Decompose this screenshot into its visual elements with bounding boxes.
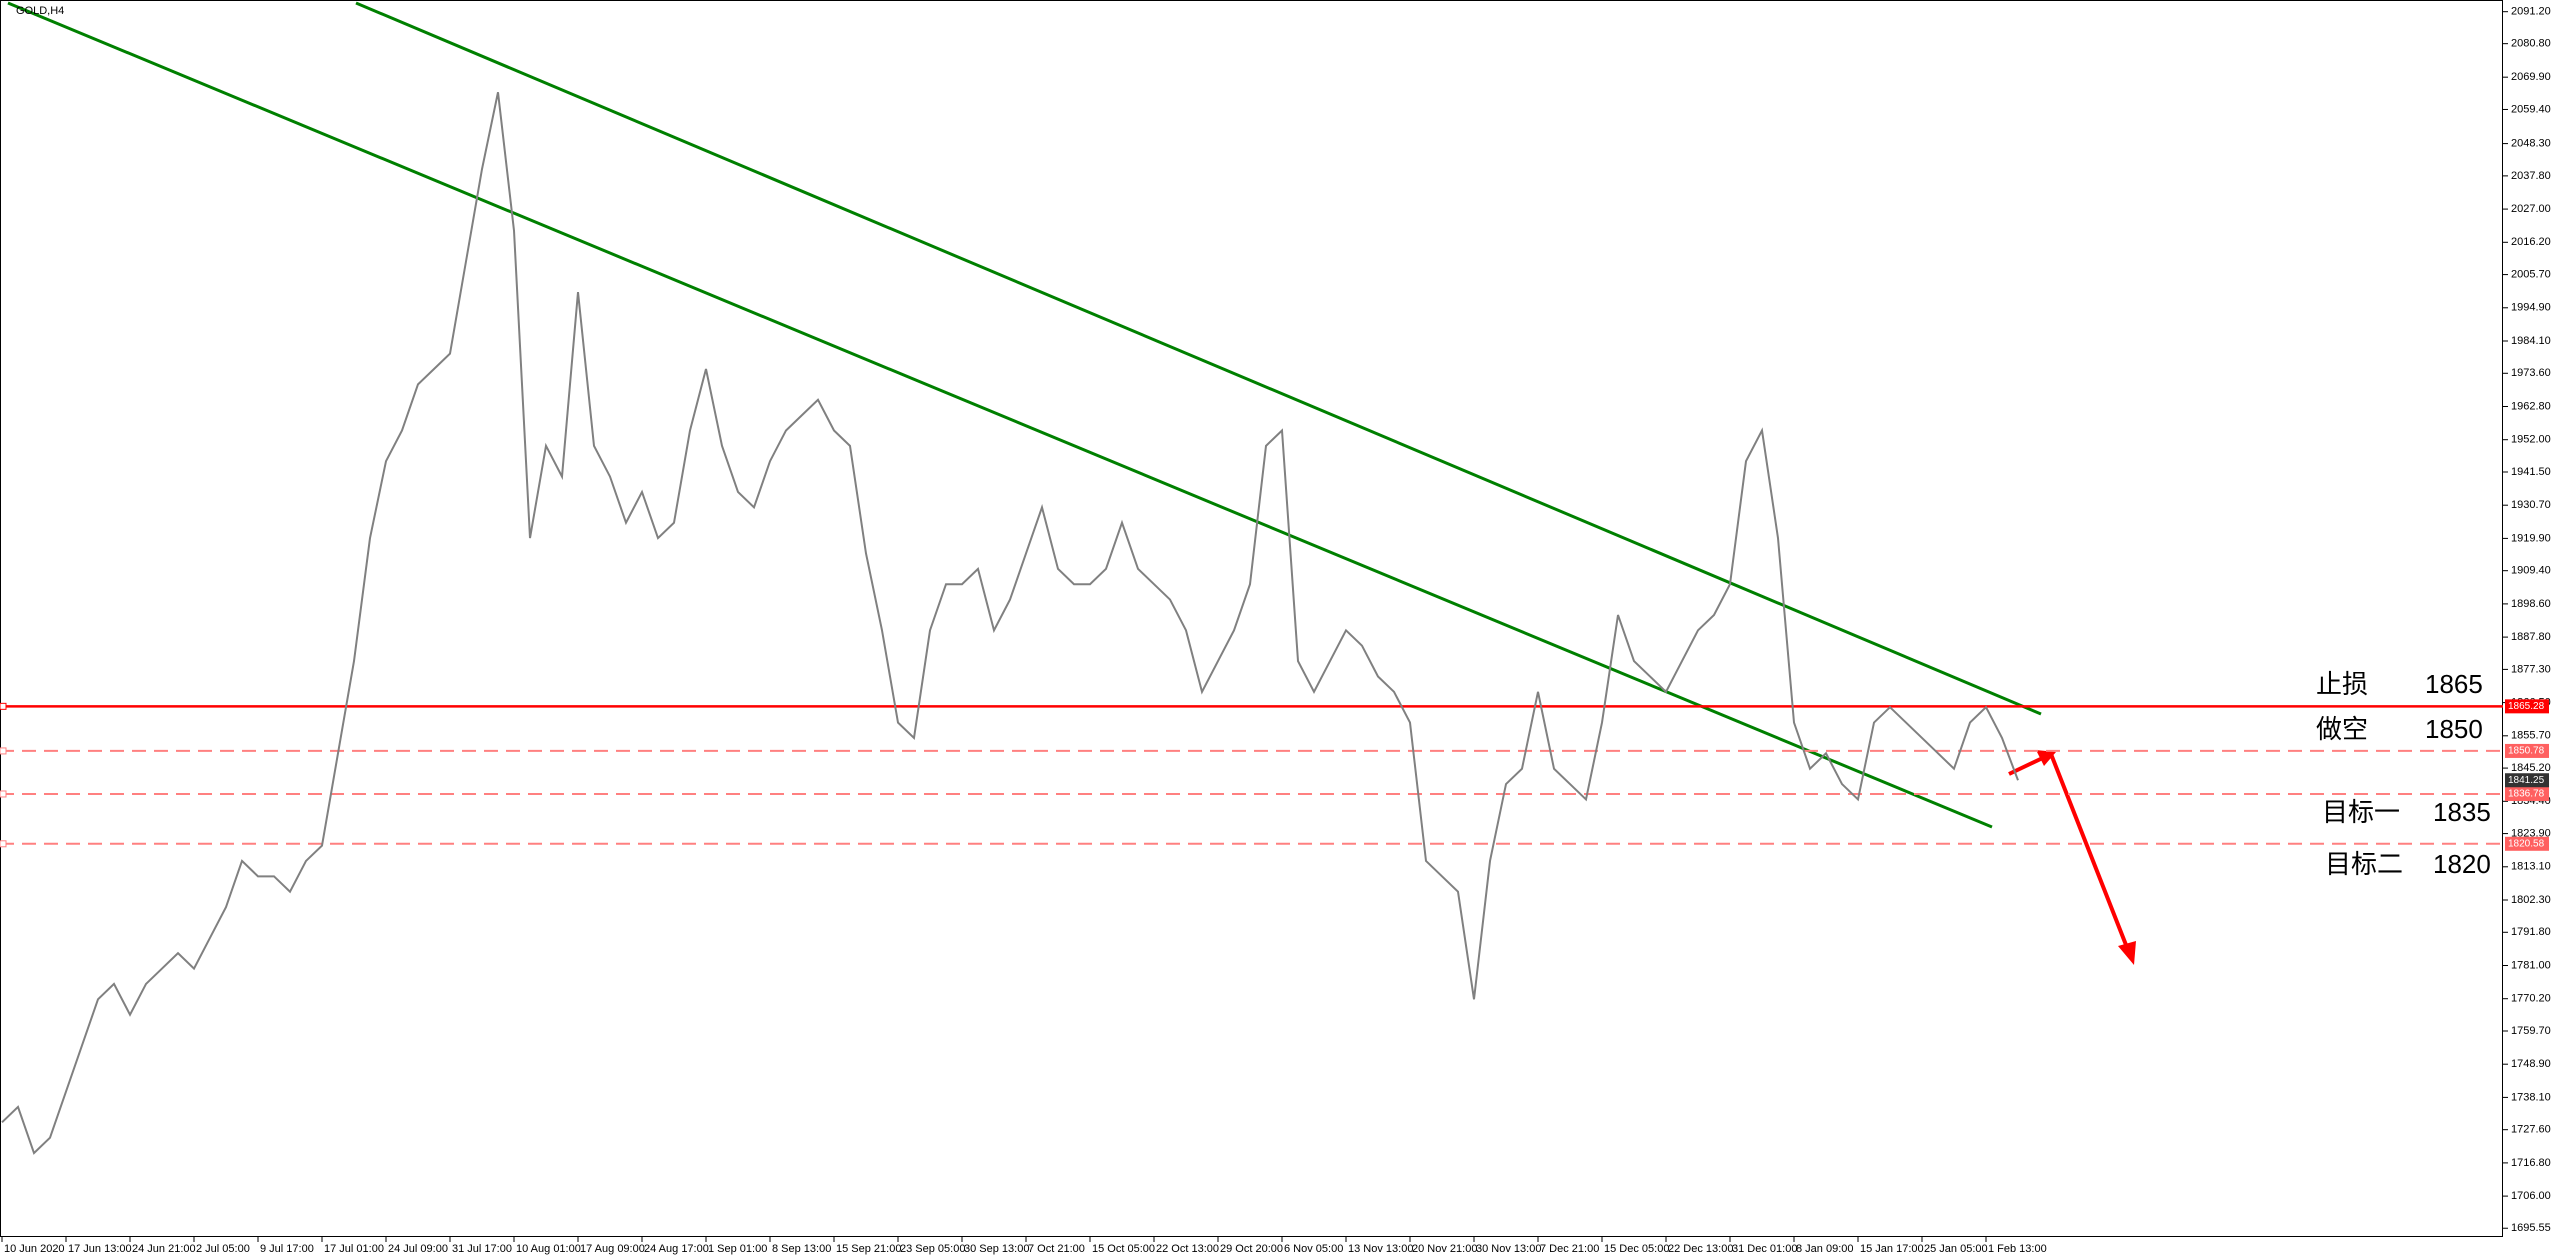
annotation-label: 做空 (2316, 714, 2368, 744)
level-handle (0, 840, 7, 848)
x-tick-label: 29 Oct 20:00 (1220, 1243, 1283, 1255)
x-tick-label: 1 Sep 01:00 (708, 1243, 767, 1255)
current-price-tag (2505, 773, 2549, 788)
x-tick-label: 1 Feb 13:00 (1988, 1243, 2047, 1255)
x-tick-label: 6 Nov 05:00 (1284, 1243, 1343, 1255)
y-tick-label: 2048.30 (2511, 138, 2551, 150)
x-tick-label: 30 Sep 13:00 (964, 1243, 1029, 1255)
y-tick-label: 2069.90 (2511, 71, 2551, 83)
y-tick-label: 2091.20 (2511, 6, 2551, 18)
y-tick-label: 1994.90 (2511, 302, 2551, 314)
trend-line (355, 1, 2042, 716)
x-tick-label: 31 Jul 17:00 (452, 1243, 512, 1255)
y-tick-label: 1759.70 (2511, 1025, 2551, 1037)
annotation-value: 1865 (2425, 669, 2483, 699)
price-tag-label: 1850.78 (2508, 746, 2545, 757)
y-tick-label: 1823.90 (2511, 827, 2551, 839)
y-tick-label: 2027.00 (2511, 203, 2551, 215)
x-tick-label: 24 Jun 21:00 (132, 1243, 196, 1255)
y-tick-label: 1781.00 (2511, 959, 2551, 971)
x-tick-label: 13 Nov 13:00 (1348, 1243, 1413, 1255)
y-tick-label: 1716.80 (2511, 1157, 2551, 1169)
y-tick-label: 1962.80 (2511, 400, 2551, 412)
price-tag (2505, 743, 2549, 758)
level-handle (0, 702, 7, 710)
level-handle (0, 790, 7, 798)
y-tick-label: 1802.30 (2511, 894, 2551, 906)
y-tick-label: 1930.70 (2511, 499, 2551, 511)
plot-frame (0, 0, 2503, 1237)
x-tick-label: 22 Oct 13:00 (1156, 1243, 1219, 1255)
x-tick-label: 17 Jul 01:00 (324, 1243, 384, 1255)
annotation-label: 止损 (2316, 669, 2368, 699)
x-tick-label: 25 Jan 05:00 (1924, 1243, 1988, 1255)
y-tick-label: 1952.00 (2511, 434, 2551, 446)
level-handle (0, 747, 7, 755)
x-tick-label: 23 Sep 05:00 (900, 1243, 965, 1255)
annotation-label: 目标二 (2325, 849, 2403, 879)
x-tick-label: 8 Sep 13:00 (772, 1243, 831, 1255)
x-tick-label: 8 Jan 09:00 (1796, 1243, 1854, 1255)
x-tick-label: 17 Aug 09:00 (580, 1243, 645, 1255)
y-tick-label: 1941.50 (2511, 466, 2551, 478)
x-tick-label: 15 Sep 21:00 (836, 1243, 901, 1255)
annotation-value: 1850 (2425, 714, 2483, 744)
arrow (2049, 753, 2130, 951)
x-tick-label: 7 Oct 21:00 (1028, 1243, 1085, 1255)
y-tick-label: 1909.40 (2511, 565, 2551, 577)
price-tag (2505, 836, 2549, 851)
price-tag (2505, 699, 2549, 714)
x-tick-label: 15 Oct 05:00 (1092, 1243, 1155, 1255)
x-tick-label: 10 Jun 2020 (4, 1243, 65, 1255)
y-tick-label: 1973.60 (2511, 367, 2551, 379)
x-tick-label: 9 Jul 17:00 (260, 1243, 314, 1255)
x-tick-label: 15 Jan 17:00 (1860, 1243, 1924, 1255)
y-tick-label: 1984.10 (2511, 335, 2551, 347)
annotation-label: 目标一 (2322, 797, 2400, 827)
y-tick-label: 1727.60 (2511, 1124, 2551, 1136)
price-tag-label: 1836.78 (2508, 789, 2545, 800)
y-tick-label: 1791.80 (2511, 926, 2551, 938)
x-tick-label: 24 Jul 09:00 (388, 1243, 448, 1255)
x-tick-label: 31 Dec 01:00 (1732, 1243, 1797, 1255)
current-price-label: 1841.25 (2508, 775, 2545, 786)
y-tick-label: 1706.00 (2511, 1190, 2551, 1202)
arrow-head (2118, 941, 2136, 965)
y-tick-label: 2080.80 (2511, 38, 2551, 50)
y-tick-label: 1887.80 (2511, 631, 2551, 643)
y-tick-label: 1695.55 (2511, 1222, 2551, 1234)
y-tick-label: 1877.30 (2511, 663, 2551, 675)
x-tick-label: 2 Jul 05:00 (196, 1243, 250, 1255)
x-tick-label: 22 Dec 13:00 (1668, 1243, 1733, 1255)
symbol-label: GOLD,H4 (16, 5, 64, 17)
annotation-value: 1835 (2433, 797, 2491, 827)
price-tag-label: 1820.58 (2508, 838, 2545, 849)
y-tick-label: 1748.90 (2511, 1058, 2551, 1070)
y-tick-label: 2037.80 (2511, 170, 2551, 182)
x-tick-label: 15 Dec 05:00 (1604, 1243, 1669, 1255)
y-tick-label: 1770.20 (2511, 993, 2551, 1005)
price-line (1, 92, 2019, 1155)
x-tick-label: 10 Aug 01:00 (516, 1243, 581, 1255)
y-tick-label: 1855.70 (2511, 730, 2551, 742)
y-tick-label: 1919.90 (2511, 532, 2551, 544)
price-tag (2505, 786, 2549, 801)
y-tick-label: 1898.60 (2511, 598, 2551, 610)
x-tick-label: 20 Nov 21:00 (1412, 1243, 1477, 1255)
y-tick-label: 1738.10 (2511, 1091, 2551, 1103)
annotation-value: 1820 (2433, 849, 2491, 879)
x-tick-label: 24 Aug 17:00 (644, 1243, 709, 1255)
trend-line (7, 1, 1993, 829)
x-tick-label: 30 Nov 13:00 (1476, 1243, 1541, 1255)
y-tick-label: 1813.10 (2511, 861, 2551, 873)
y-tick-label: 2016.20 (2511, 236, 2551, 248)
x-tick-label: 17 Jun 13:00 (68, 1243, 132, 1255)
y-tick-label: 2005.70 (2511, 268, 2551, 280)
y-tick-label: 1845.20 (2511, 762, 2551, 774)
y-tick-label: 2059.40 (2511, 103, 2551, 115)
price-tag-label: 1865.28 (2508, 701, 2545, 712)
x-tick-label: 7 Dec 21:00 (1540, 1243, 1599, 1255)
